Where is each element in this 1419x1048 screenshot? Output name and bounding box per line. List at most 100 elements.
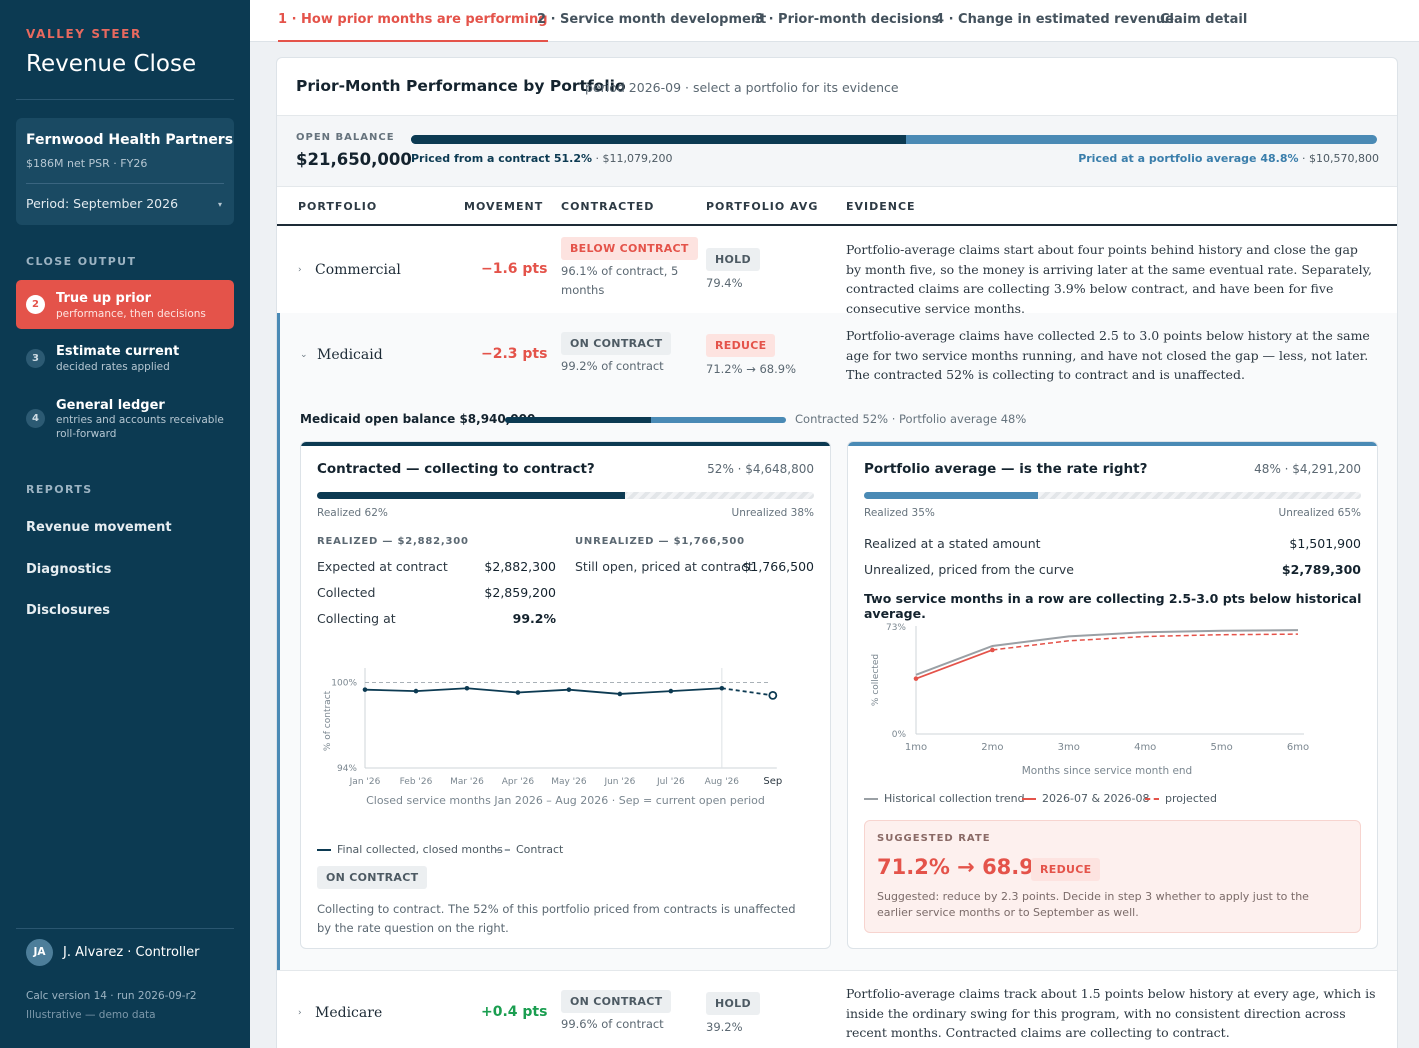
kv-label: Collecting at (317, 611, 396, 626)
movement-value: −2.3 pts (481, 346, 548, 362)
average-priced-label: Priced at a portfolio average 48.8% · $1… (1078, 152, 1379, 165)
suggested-rate-badge: REDUCE (1031, 858, 1101, 881)
evidence-text: Portfolio-average claims start about fou… (846, 242, 1372, 316)
step-number: 4 (26, 409, 45, 428)
chart-caption: Closed service months Jan 2026 – Aug 202… (366, 794, 765, 807)
step-description: entries and accounts receivable roll-for… (56, 414, 224, 440)
chevron-right-icon[interactable]: › (298, 1008, 302, 1018)
panel-title: Portfolio average — is the rate right? (864, 461, 1148, 477)
client-selector[interactable]: Fernwood Health Partners $186M net PSR ·… (16, 118, 234, 225)
tab-change-estimated-revenue[interactable]: 4 · Change in estimated revenue (935, 12, 1174, 27)
series-final-collected-line (364, 687, 722, 695)
step-estimate-current[interactable]: 3 Estimate current decided rates applied (16, 340, 234, 380)
step-general-ledger[interactable]: 4 General ledger entries and accounts re… (16, 394, 234, 444)
kv-label: Collected (317, 585, 376, 600)
contracted-status-badge: BELOW CONTRACT (561, 237, 698, 260)
y-axis-label: % collected (871, 654, 881, 706)
y-tick-label: 100% (331, 679, 357, 689)
x-tick-label: Feb '26 (400, 777, 433, 787)
legend-recent-months: 2026-07 & 2026-08 (1022, 792, 1150, 805)
y-tick-label: 94% (337, 764, 357, 774)
kv-value: $2,882,300 (484, 559, 556, 574)
x-tick-label: 6mo (1287, 742, 1309, 753)
contracted-detail: 99.6% of contract (561, 1017, 664, 1031)
tab-service-month-development[interactable]: 2 · Service month development (537, 12, 767, 27)
step-number: 3 (26, 349, 45, 368)
portfolio-name: Medicare (315, 1005, 383, 1021)
demo-note: Illustrative — demo data (26, 1009, 156, 1021)
evidence-text: Portfolio-average claims have collected … (846, 328, 1370, 382)
data-point (990, 647, 995, 653)
table-row-medicare[interactable]: › Medicare +0.4 pts ON CONTRACT 99.6% of… (277, 970, 1397, 1048)
step-description: performance, then decisions (56, 308, 206, 320)
x-tick-label: Jul '26 (656, 777, 685, 787)
contracted-detail: 96.1% of contract, 5 months (561, 264, 679, 297)
realized-bar (317, 492, 814, 499)
series-projected-line (992, 633, 1299, 651)
table-row-commercial[interactable]: › Commercial −1.6 pts BELOW CONTRACT 96.… (277, 228, 1397, 316)
y-tick-label: 73% (886, 623, 906, 633)
legend-contract: Contract (496, 843, 563, 856)
x-tick-label: Jun '26 (603, 777, 635, 787)
chevron-down-icon[interactable]: ⌄ (300, 350, 308, 360)
report-link-revenue-movement[interactable]: Revenue movement (26, 520, 172, 535)
portfolio-average-panel: Portfolio average — is the rate right? 4… (847, 441, 1378, 949)
portfolio-name: Commercial (315, 262, 401, 278)
kv-label: Expected at contract (317, 559, 448, 574)
contracted-panel: Contracted — collecting to contract? 52%… (300, 441, 831, 949)
brand-kicker: VALLEY STEER (26, 27, 142, 41)
medicaid-split-note: Contracted 52% · Portfolio average 48% (795, 412, 1027, 426)
sidebar: VALLEY STEER Revenue Close Fernwood Heal… (0, 0, 250, 1048)
x-tick-label: Sep (763, 776, 782, 787)
panel-accent (301, 442, 830, 446)
realized-label: Realized 35% (864, 507, 935, 519)
legend-projected: projected (1145, 792, 1217, 805)
tab-prior-month-decisions[interactable]: 3 · Prior-month decisions (755, 12, 940, 27)
open-balance-label: OPEN BALANCE (296, 132, 395, 143)
legend-historical: Historical collection trend (864, 792, 1025, 805)
data-point (515, 690, 521, 695)
data-point (464, 685, 470, 691)
open-balance-value: $21,650,000 (296, 150, 412, 169)
kv-value: 99.2% (512, 611, 556, 626)
client-summary: $186M net PSR · FY26 (26, 157, 148, 170)
brand-title: Revenue Close (26, 51, 197, 77)
table-row-medicaid-expanded[interactable]: ⌄ Medicaid −2.3 pts ON CONTRACT 99.2% of… (277, 313, 1397, 970)
avatar[interactable]: JA (26, 939, 53, 966)
step-title: True up prior (56, 291, 152, 306)
open-balance-summary: OPEN BALANCE $21,650,000 Priced from a c… (277, 115, 1397, 187)
close-output-heading: CLOSE OUTPUT (26, 255, 137, 268)
x-tick-label: May '26 (551, 777, 587, 787)
average-rate: 79.4% (706, 276, 743, 290)
step-true-up-prior[interactable]: 2 True up prior performance, then decisi… (16, 280, 234, 329)
report-link-disclosures[interactable]: Disclosures (26, 603, 111, 618)
tab-prior-months-performing[interactable]: 1 · How prior months are performing (278, 12, 548, 42)
medicaid-open-balance: Medicaid open balance $8,940,000 (300, 412, 536, 426)
chevron-down-icon[interactable]: ▾ (217, 200, 222, 209)
realized-fill (317, 492, 626, 499)
realized-heading: REALIZED — $2,882,300 (317, 536, 469, 547)
average-status-badge: HOLD (706, 248, 760, 271)
user-name[interactable]: J. Alvarez · Controller (63, 945, 200, 960)
chevron-right-icon[interactable]: › (298, 265, 302, 275)
x-tick-label: 2mo (981, 742, 1003, 753)
period-selector[interactable]: Period: September 2026 (26, 196, 179, 211)
table-header: PORTFOLIO MOVEMENT CONTRACTED PORTFOLIO … (277, 188, 1397, 226)
y-axis-label: % of contract (323, 690, 333, 751)
tab-claim-detail[interactable]: Claim detail (1160, 12, 1248, 27)
y-tick-label: 0% (892, 730, 907, 740)
average-status-badge: REDUCE (706, 334, 776, 357)
realized-label: Realized 62% (317, 507, 388, 519)
x-tick-label: Mar '26 (450, 777, 484, 787)
unrealized-heading: UNREALIZED — $1,766,500 (575, 536, 745, 547)
suggested-rate-label: SUGGESTED RATE (877, 833, 991, 844)
panel-amount: 52% · $4,648,800 (707, 462, 814, 476)
kv-value: $1,766,500 (742, 559, 814, 574)
card-title: Prior-Month Performance by Portfolio (296, 77, 626, 95)
collection-curve-chart: 73% 0% % collected 1mo 2mo 3mo 4mo 5mo 6mo Months… (871, 623, 1309, 777)
report-link-diagnostics[interactable]: Diagnostics (26, 562, 112, 577)
column-header-portfolio: PORTFOLIO (298, 200, 378, 213)
suggested-rate-value: 71.2% → 68.9% (877, 855, 1055, 879)
x-axis-label: Months since service month end (1022, 765, 1192, 777)
unrealized-label: Unrealized 65% (1278, 507, 1361, 519)
